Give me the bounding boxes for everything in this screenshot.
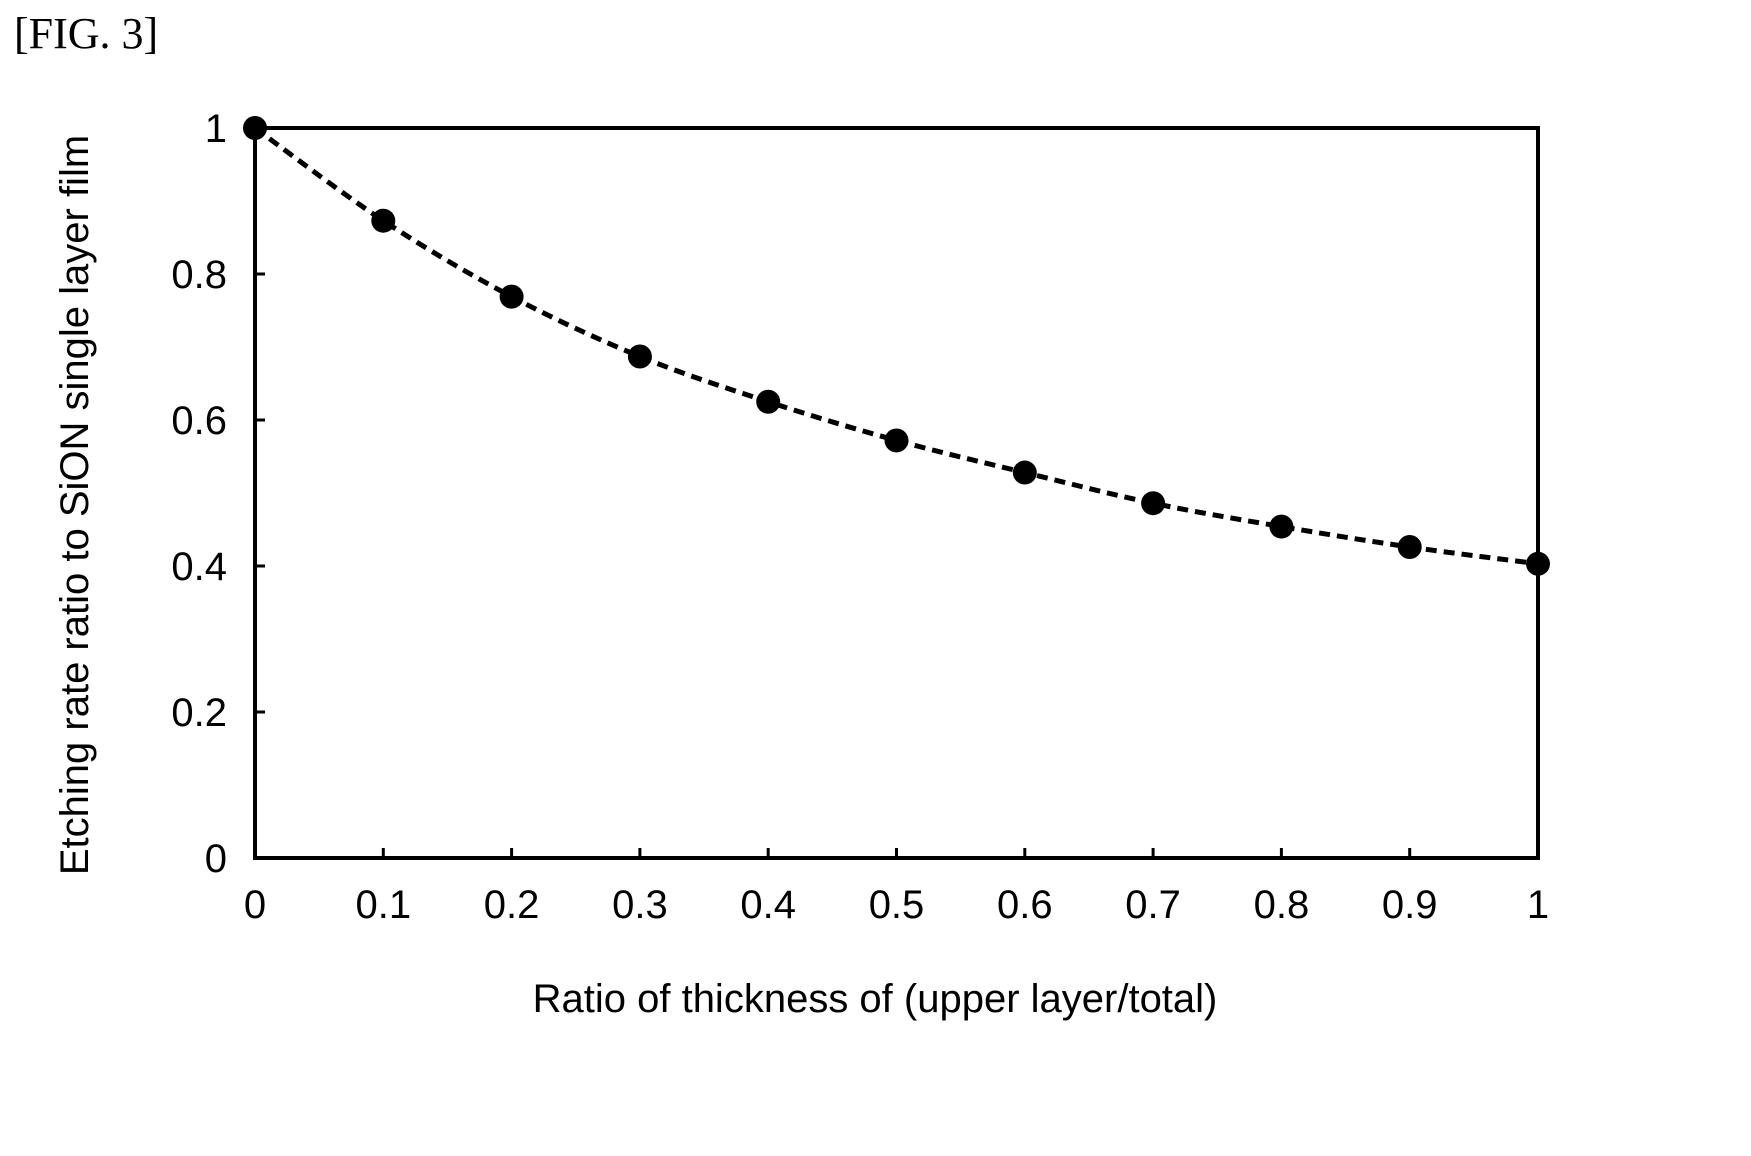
x-tick-label: 0 — [244, 883, 266, 927]
y-tick-label: 0.8 — [171, 253, 227, 297]
x-tick-label: 0.5 — [869, 883, 925, 927]
y-tick-label: 1 — [205, 107, 227, 151]
y-axis-title: Etching rate ratio to SiON single layer … — [53, 135, 97, 875]
data-point — [243, 116, 267, 140]
x-tick-label: 0.6 — [997, 883, 1053, 927]
x-tick-label: 0.2 — [484, 883, 540, 927]
x-axis-title: Ratio of thickness of (upper layer/total… — [533, 977, 1218, 1021]
x-tick-label: 0.8 — [1254, 883, 1310, 927]
x-tick-label: 0.9 — [1382, 883, 1438, 927]
y-tick-label: 0 — [205, 837, 227, 881]
data-point — [1012, 460, 1037, 485]
data-point — [627, 344, 652, 369]
data-point — [1526, 551, 1550, 576]
data-point — [1269, 514, 1294, 539]
data-points — [243, 116, 1550, 576]
y-axis-ticks: 0 0.2 0.4 0.6 0.8 1 — [171, 107, 265, 881]
y-tick-label: 0.6 — [171, 399, 227, 443]
x-tick-label: 0.7 — [1125, 883, 1181, 927]
data-point — [1141, 491, 1166, 516]
dashed-trend-line — [253, 125, 1539, 567]
x-axis-ticks: 0 0.1 0.2 0.3 0.4 0.5 0.6 0.7 0.8 0.9 1 — [244, 848, 1549, 927]
data-point — [1397, 535, 1422, 560]
plot-area-frame — [253, 126, 1540, 860]
data-point — [884, 428, 909, 453]
y-tick-label: 0.2 — [171, 691, 227, 735]
x-tick-label: 0.1 — [355, 883, 411, 927]
data-point — [371, 208, 396, 233]
data-point — [756, 389, 781, 414]
x-tick-label: 1 — [1527, 883, 1549, 927]
figure-label: [FIG. 3] — [14, 9, 159, 58]
x-tick-label: 0.3 — [612, 883, 668, 927]
data-point — [499, 284, 524, 309]
y-tick-label: 0.4 — [171, 545, 227, 589]
x-tick-label: 0.4 — [740, 883, 796, 927]
